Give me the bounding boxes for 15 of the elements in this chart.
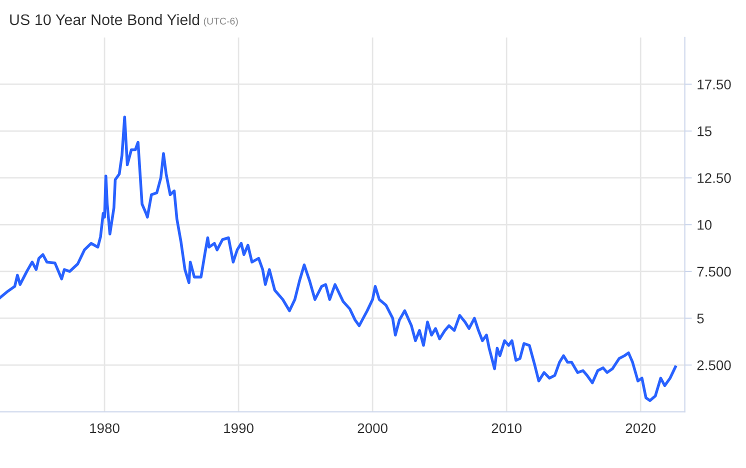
x-tick-label: 1980 — [90, 423, 120, 434]
y-tick-label: 17.50 — [698, 80, 731, 90]
y-tick-label: 2.500 — [697, 360, 731, 370]
y-tick-label: 12.50 — [698, 173, 731, 184]
y-tick-label: 10 — [698, 220, 712, 230]
y-tick-label: 15 — [698, 126, 712, 136]
chart-title: US 10 Year Note Bond Yield — [10, 14, 200, 26]
chart-subtitle: (UTC-6) — [204, 17, 238, 27]
x-tick-label: 2000 — [358, 423, 388, 434]
line-series — [0, 116, 677, 402]
y-tick-label: 7.500 — [697, 266, 731, 277]
x-tick-label: 2010 — [492, 423, 522, 434]
y-tick-label: 5 — [697, 314, 704, 324]
x-tick-label: 1990 — [224, 423, 254, 434]
x-tick-label: 2020 — [626, 423, 656, 434]
